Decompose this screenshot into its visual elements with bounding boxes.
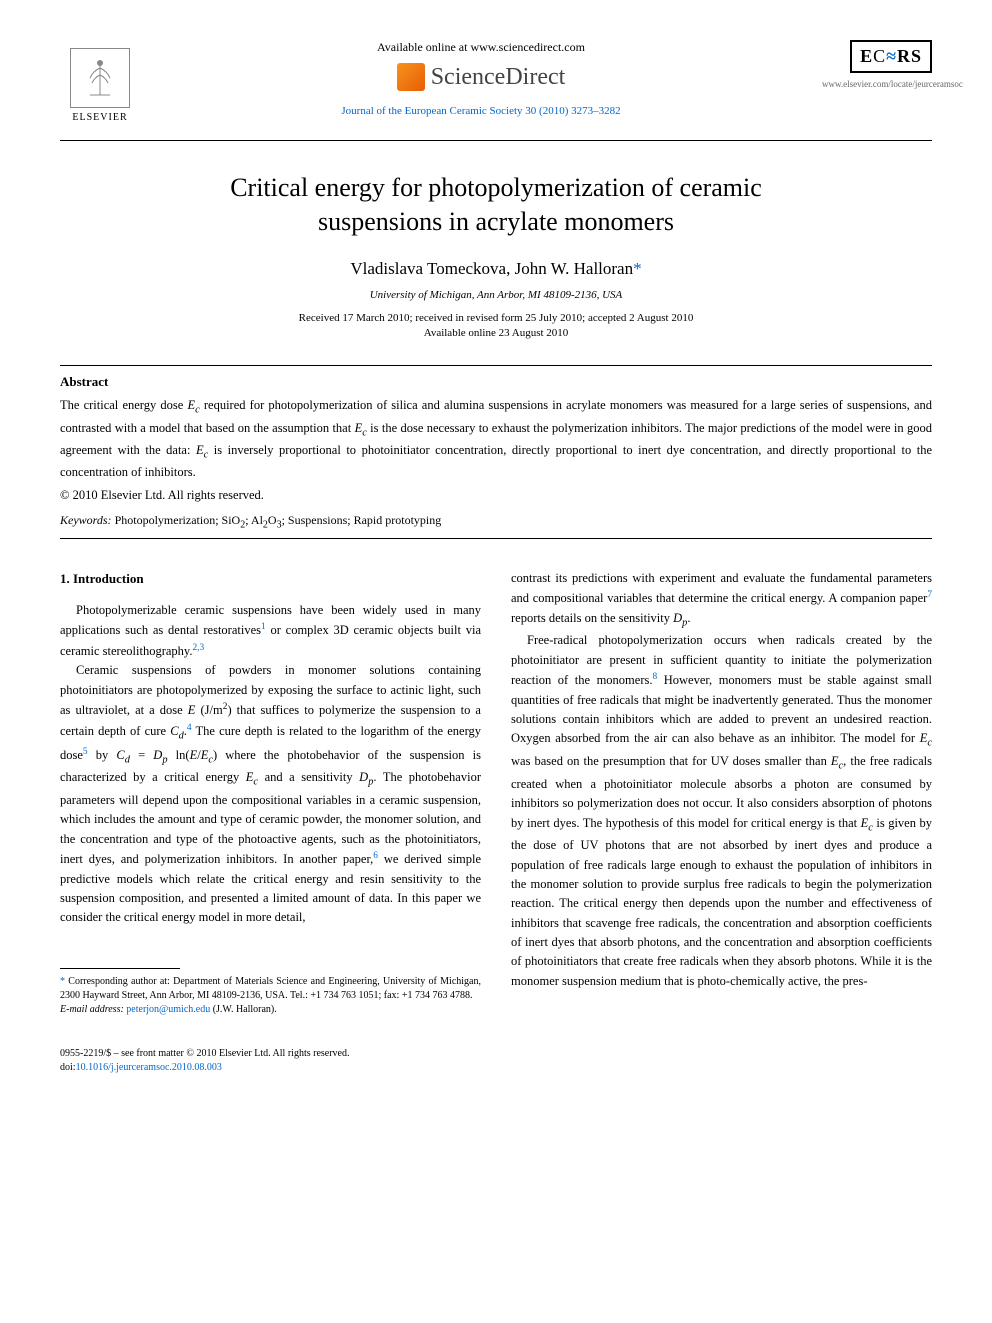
sciencedirect-logo[interactable]: ScienceDirect (140, 63, 822, 91)
footnote-divider (60, 968, 180, 969)
right-column: contrast its predictions with experiment… (511, 569, 932, 1017)
affiliation: University of Michigan, Ann Arbor, MI 48… (60, 289, 932, 301)
date-online: Available online 23 August 2010 (60, 326, 932, 341)
sciencedirect-icon (397, 63, 425, 91)
sciencedirect-text: ScienceDirect (431, 64, 566, 91)
email-label: E-mail address: (60, 1004, 124, 1015)
abstract-top-divider (60, 365, 932, 366)
email-link[interactable]: peterjon@umich.edu (126, 1004, 210, 1015)
left-column: 1. Introduction Photopolymerizable ceram… (60, 569, 481, 1017)
available-online-text: Available online at www.sciencedirect.co… (140, 40, 822, 55)
keywords: Keywords: Photopolymerization; SiO2; Al2… (60, 513, 932, 530)
article-dates: Received 17 March 2010; received in revi… (60, 311, 932, 342)
header-divider (60, 140, 932, 141)
abstract-text: The critical energy dose Ec required for… (60, 396, 932, 481)
abstract-heading: Abstract (60, 374, 932, 390)
issn-line: 0955-2219/$ – see front matter © 2010 El… (60, 1047, 932, 1061)
header-row: ELSEVIER Available online at www.science… (60, 40, 932, 130)
section-heading-intro: 1. Introduction (60, 569, 481, 589)
copyright: © 2010 Elsevier Ltd. All rights reserved… (60, 488, 932, 503)
article-title: Critical energy for photopolymerization … (60, 171, 932, 239)
body-para-3: contrast its predictions with experiment… (511, 569, 932, 632)
email-footnote: E-mail address: peterjon@umich.edu (J.W.… (60, 1003, 481, 1017)
elsevier-tree-icon (70, 48, 130, 108)
society-logo-block: EC≈RS www.elsevier.com/locate/jeurcerams… (822, 40, 932, 89)
body-para-2: Ceramic suspensions of powders in monome… (60, 661, 481, 927)
center-header: Available online at www.sciencedirect.co… (140, 40, 822, 117)
keywords-label: Keywords: (60, 513, 112, 527)
body-para-4: Free-radical photopolymerization occurs … (511, 631, 932, 991)
keywords-text: Photopolymerization; SiO2; Al2O3; Suspen… (112, 513, 442, 527)
abstract-bottom-divider (60, 538, 932, 539)
society-logo: EC≈RS (850, 40, 932, 73)
body-columns: 1. Introduction Photopolymerizable ceram… (60, 569, 932, 1017)
publisher-name: ELSEVIER (72, 112, 127, 123)
corresponding-marker: * (633, 259, 642, 278)
footer-info: 0955-2219/$ – see front matter © 2010 El… (60, 1047, 932, 1075)
publisher-logo: ELSEVIER (60, 40, 140, 130)
doi-line[interactable]: doi:10.1016/j.jeurceramsoc.2010.08.003 (60, 1061, 932, 1075)
date-received: Received 17 March 2010; received in revi… (60, 311, 932, 326)
body-para-1: Photopolymerizable ceramic suspensions h… (60, 601, 481, 661)
corresponding-footnote: * Corresponding author at: Department of… (60, 975, 481, 1003)
journal-url[interactable]: www.elsevier.com/locate/jeurceramsoc (822, 79, 932, 89)
email-author: (J.W. Halloran). (213, 1004, 277, 1015)
author-names: Vladislava Tomeckova, John W. Halloran (350, 259, 633, 278)
journal-citation[interactable]: Journal of the European Ceramic Society … (140, 105, 822, 117)
authors: Vladislava Tomeckova, John W. Halloran* (60, 259, 932, 279)
